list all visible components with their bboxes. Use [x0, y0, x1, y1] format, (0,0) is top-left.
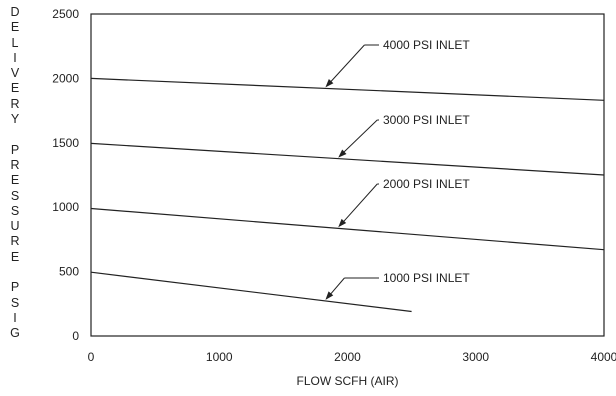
series-line — [90, 142, 605, 176]
y-axis-title-letter: R — [10, 157, 20, 172]
y-axis-title-letter: D — [10, 5, 20, 19]
y-axis-title-letter: Y — [10, 112, 20, 127]
annotation-leader — [339, 119, 378, 156]
y-axis-title-letter: S — [10, 188, 20, 203]
annotation-leader — [339, 183, 378, 226]
y-tick-label: 2000 — [52, 71, 79, 85]
y-axis-title-letter: E — [10, 249, 20, 264]
y-axis-title-letter: I — [13, 310, 17, 325]
annotation-arrowhead — [338, 218, 347, 228]
x-axis-title: FLOW SCFH (AIR) — [297, 374, 399, 388]
y-axis-title-letter: E — [10, 81, 20, 96]
y-axis-title-letter: U — [10, 219, 20, 234]
y-axis-title-letter: G — [10, 326, 20, 341]
y-tick-labels: 0 500 1000 1500 2000 2500 — [52, 7, 79, 343]
annotation-leader — [327, 44, 365, 86]
plot-frame — [90, 13, 605, 337]
x-tick-label: 2000 — [334, 350, 361, 364]
series-line — [90, 271, 412, 313]
annotation-arrowhead — [325, 291, 334, 300]
y-axis-title-letter: S — [10, 295, 20, 310]
series-lines — [90, 77, 605, 313]
y-axis-title-letter: E — [10, 20, 20, 35]
y-tick-label: 0 — [72, 329, 79, 343]
annotation-arrowhead — [338, 149, 347, 158]
y-axis-title-letter: R — [10, 234, 20, 249]
x-tick-labels: 0 1000 2000 3000 4000 — [88, 350, 616, 364]
x-tick-label: 0 — [88, 350, 95, 364]
y-tick-label: 2500 — [52, 7, 79, 21]
y-tick-label: 1500 — [52, 136, 79, 150]
y-axis-title-letter: P — [10, 142, 20, 157]
y-axis-title-letter: L — [11, 35, 19, 50]
series-annotations: 4000 PSI INLET 3000 PSI INLET 2000 PSI INL… — [325, 38, 470, 300]
series-label: 2000 PSI INLET — [383, 177, 470, 191]
series-label: 1000 PSI INLET — [383, 271, 470, 285]
series-label: 4000 PSI INLET — [383, 38, 470, 52]
x-tick-label: 3000 — [462, 350, 489, 364]
y-axis-title-letter: P — [10, 280, 20, 295]
x-tick-label: 4000 — [591, 350, 616, 364]
y-tick-label: 500 — [59, 265, 79, 279]
series-line — [90, 207, 605, 251]
y-axis-title-letter: S — [10, 203, 20, 218]
axes — [90, 13, 605, 337]
y-axis-title-letter: I — [13, 50, 17, 65]
x-tick-label: 1000 — [206, 350, 233, 364]
y-axis-title-letter: R — [10, 96, 20, 111]
y-axis-title-letter: V — [10, 66, 20, 81]
series-label: 3000 PSI INLET — [383, 113, 470, 127]
y-tick-label: 1000 — [52, 200, 79, 214]
y-axis-title-letter: E — [10, 173, 20, 188]
annotation-arrowhead — [325, 79, 334, 88]
series-line — [90, 77, 605, 101]
